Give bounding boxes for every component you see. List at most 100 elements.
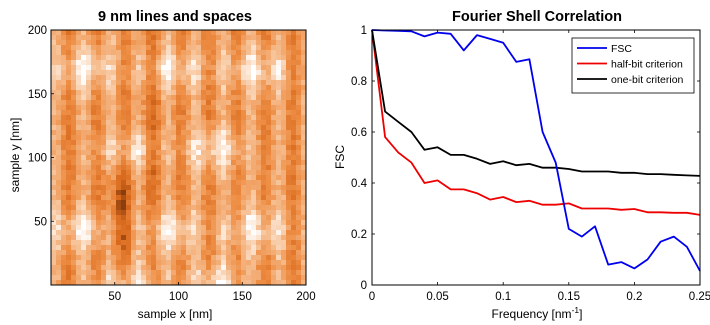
heatmap-cell [51, 210, 57, 216]
heatmap-cell [241, 50, 247, 56]
heatmap-cell [196, 100, 202, 106]
heatmap-cell [261, 155, 267, 161]
heatmap-cell [301, 180, 307, 186]
heatmap-cell [61, 125, 67, 131]
heatmap-cell [246, 80, 252, 86]
heatmap-cell [111, 135, 117, 141]
heatmap-cell [216, 65, 222, 71]
heatmap-cell [156, 120, 162, 126]
heatmap-cell [111, 65, 117, 71]
heatmap-cell [106, 125, 112, 131]
heatmap-cell [61, 90, 67, 96]
heatmap-cell [66, 110, 72, 116]
heatmap-cell [111, 260, 117, 266]
heatmap-cell [171, 50, 177, 56]
heatmap-cell [226, 80, 232, 86]
heatmap-cell [221, 60, 227, 66]
heatmap-cell [141, 105, 147, 111]
heatmap-cell [131, 200, 137, 206]
heatmap-cell [106, 100, 112, 106]
heatmap-cell [231, 240, 237, 246]
heatmap-cell [156, 215, 162, 221]
heatmap-cell [196, 120, 202, 126]
heatmap-cell [116, 110, 122, 116]
heatmap-cell [171, 280, 177, 286]
heatmap-cell [221, 130, 227, 136]
heatmap-cell [231, 245, 237, 251]
heatmap-cell [186, 255, 192, 261]
heatmap-cell [271, 275, 277, 281]
heatmap-cell [296, 45, 302, 51]
heatmap-cell [76, 210, 82, 216]
heatmap-cell [246, 75, 252, 81]
heatmap-cell [106, 170, 112, 176]
heatmap-cell [96, 185, 102, 191]
heatmap-cell [196, 115, 202, 121]
heatmap-cell [56, 190, 62, 196]
heatmap-cell [111, 140, 117, 146]
heatmap-cell [116, 50, 122, 56]
heatmap-cell [206, 200, 212, 206]
heatmap-cell [296, 235, 302, 241]
heatmap-cell [136, 60, 142, 66]
heatmap-cell [56, 155, 62, 161]
heatmap-cell [106, 45, 112, 51]
heatmap-cell [201, 30, 207, 36]
heatmap-cell [151, 215, 157, 221]
heatmap-cell [161, 280, 167, 286]
heatmap-cell [236, 170, 242, 176]
heatmap-cell [86, 235, 92, 241]
heatmap-cell [91, 180, 97, 186]
heatmap-cell [191, 40, 197, 46]
heatmap-cell [266, 90, 272, 96]
heatmap-cell [156, 30, 162, 36]
heatmap-cell [231, 205, 237, 211]
heatmap-cell [291, 45, 297, 51]
heatmap-cell [76, 95, 82, 101]
heatmap-cell [66, 250, 72, 256]
y-tick-label: 100 [28, 153, 47, 165]
heatmap-cell [206, 60, 212, 66]
heatmap-cell [76, 215, 82, 221]
heatmap-cell [136, 275, 142, 281]
heatmap-cell [256, 35, 262, 41]
heatmap-cell [261, 250, 267, 256]
heatmap-cell [136, 270, 142, 276]
heatmap-cell [116, 95, 122, 101]
heatmap-cell [146, 70, 152, 76]
heatmap-cell [116, 165, 122, 171]
heatmap-cell [101, 160, 107, 166]
heatmap-cell [286, 125, 292, 131]
heatmap-cell [196, 105, 202, 111]
heatmap-cell [176, 145, 182, 151]
heatmap-cell [256, 140, 262, 146]
heatmap-cell [216, 40, 222, 46]
heatmap-cell [136, 265, 142, 271]
heatmap-cell [111, 80, 117, 86]
heatmap-cell [101, 110, 107, 116]
heatmap-cell [281, 260, 287, 266]
heatmap-cell [166, 145, 172, 151]
heatmap-cell [156, 185, 162, 191]
heatmap-cell [291, 150, 297, 156]
heatmap-cell [51, 280, 57, 286]
heatmap-cell [176, 155, 182, 161]
heatmap-cell [241, 40, 247, 46]
heatmap-cell [211, 80, 217, 86]
heatmap-cell [76, 110, 82, 116]
heatmap-cell [261, 130, 267, 136]
heatmap-cell [136, 105, 142, 111]
heatmap-cell [191, 165, 197, 171]
heatmap-cell [101, 75, 107, 81]
heatmap-cell [161, 265, 167, 271]
heatmap-cell [256, 55, 262, 61]
heatmap-cell [226, 190, 232, 196]
heatmap-cell [141, 30, 147, 36]
heatmap-cell [206, 265, 212, 271]
heatmap-cell [101, 35, 107, 41]
heatmap-cell [51, 85, 57, 91]
heatmap-cell [121, 30, 127, 36]
heatmap-cell [96, 175, 102, 181]
heatmap-cell [76, 85, 82, 91]
heatmap-cell [56, 205, 62, 211]
